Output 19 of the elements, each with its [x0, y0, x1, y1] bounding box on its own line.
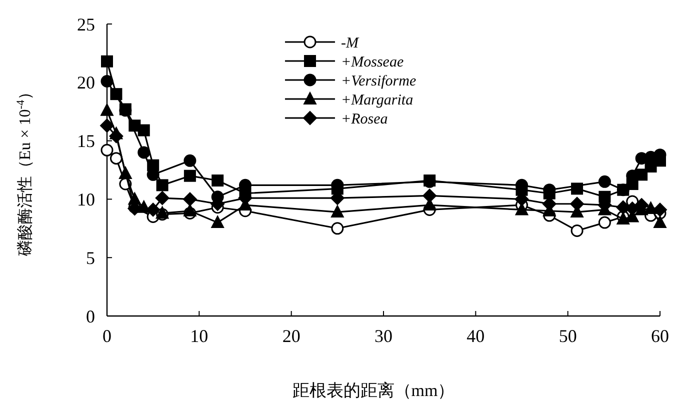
- x-tick-label: 40: [466, 326, 485, 346]
- x-tick-label: 20: [282, 326, 300, 346]
- y-tick-label: 0: [86, 306, 95, 326]
- x-tick-label: 0: [102, 326, 112, 346]
- y-tick-label: 20: [77, 72, 95, 93]
- y-tick-label: 25: [77, 14, 95, 34]
- legend-label: +Versiforme: [341, 73, 416, 90]
- legend-label: +Rosea: [341, 111, 388, 128]
- legend-label: -M: [341, 35, 360, 52]
- x-axis-title: 距根表的距离（mm）: [292, 381, 455, 400]
- x-tick-label: 50: [558, 326, 577, 346]
- y-tick-label: 10: [77, 190, 95, 210]
- x-tick-label: 60: [651, 326, 669, 346]
- y-tick-label: 15: [77, 131, 95, 152]
- legend-label: +Mosseae: [341, 54, 404, 70]
- legend-label: +Margarita: [341, 92, 414, 108]
- x-tick-label: 30: [374, 326, 392, 346]
- x-tick-label: 10: [190, 326, 208, 346]
- y-tick-label: 5: [86, 248, 95, 268]
